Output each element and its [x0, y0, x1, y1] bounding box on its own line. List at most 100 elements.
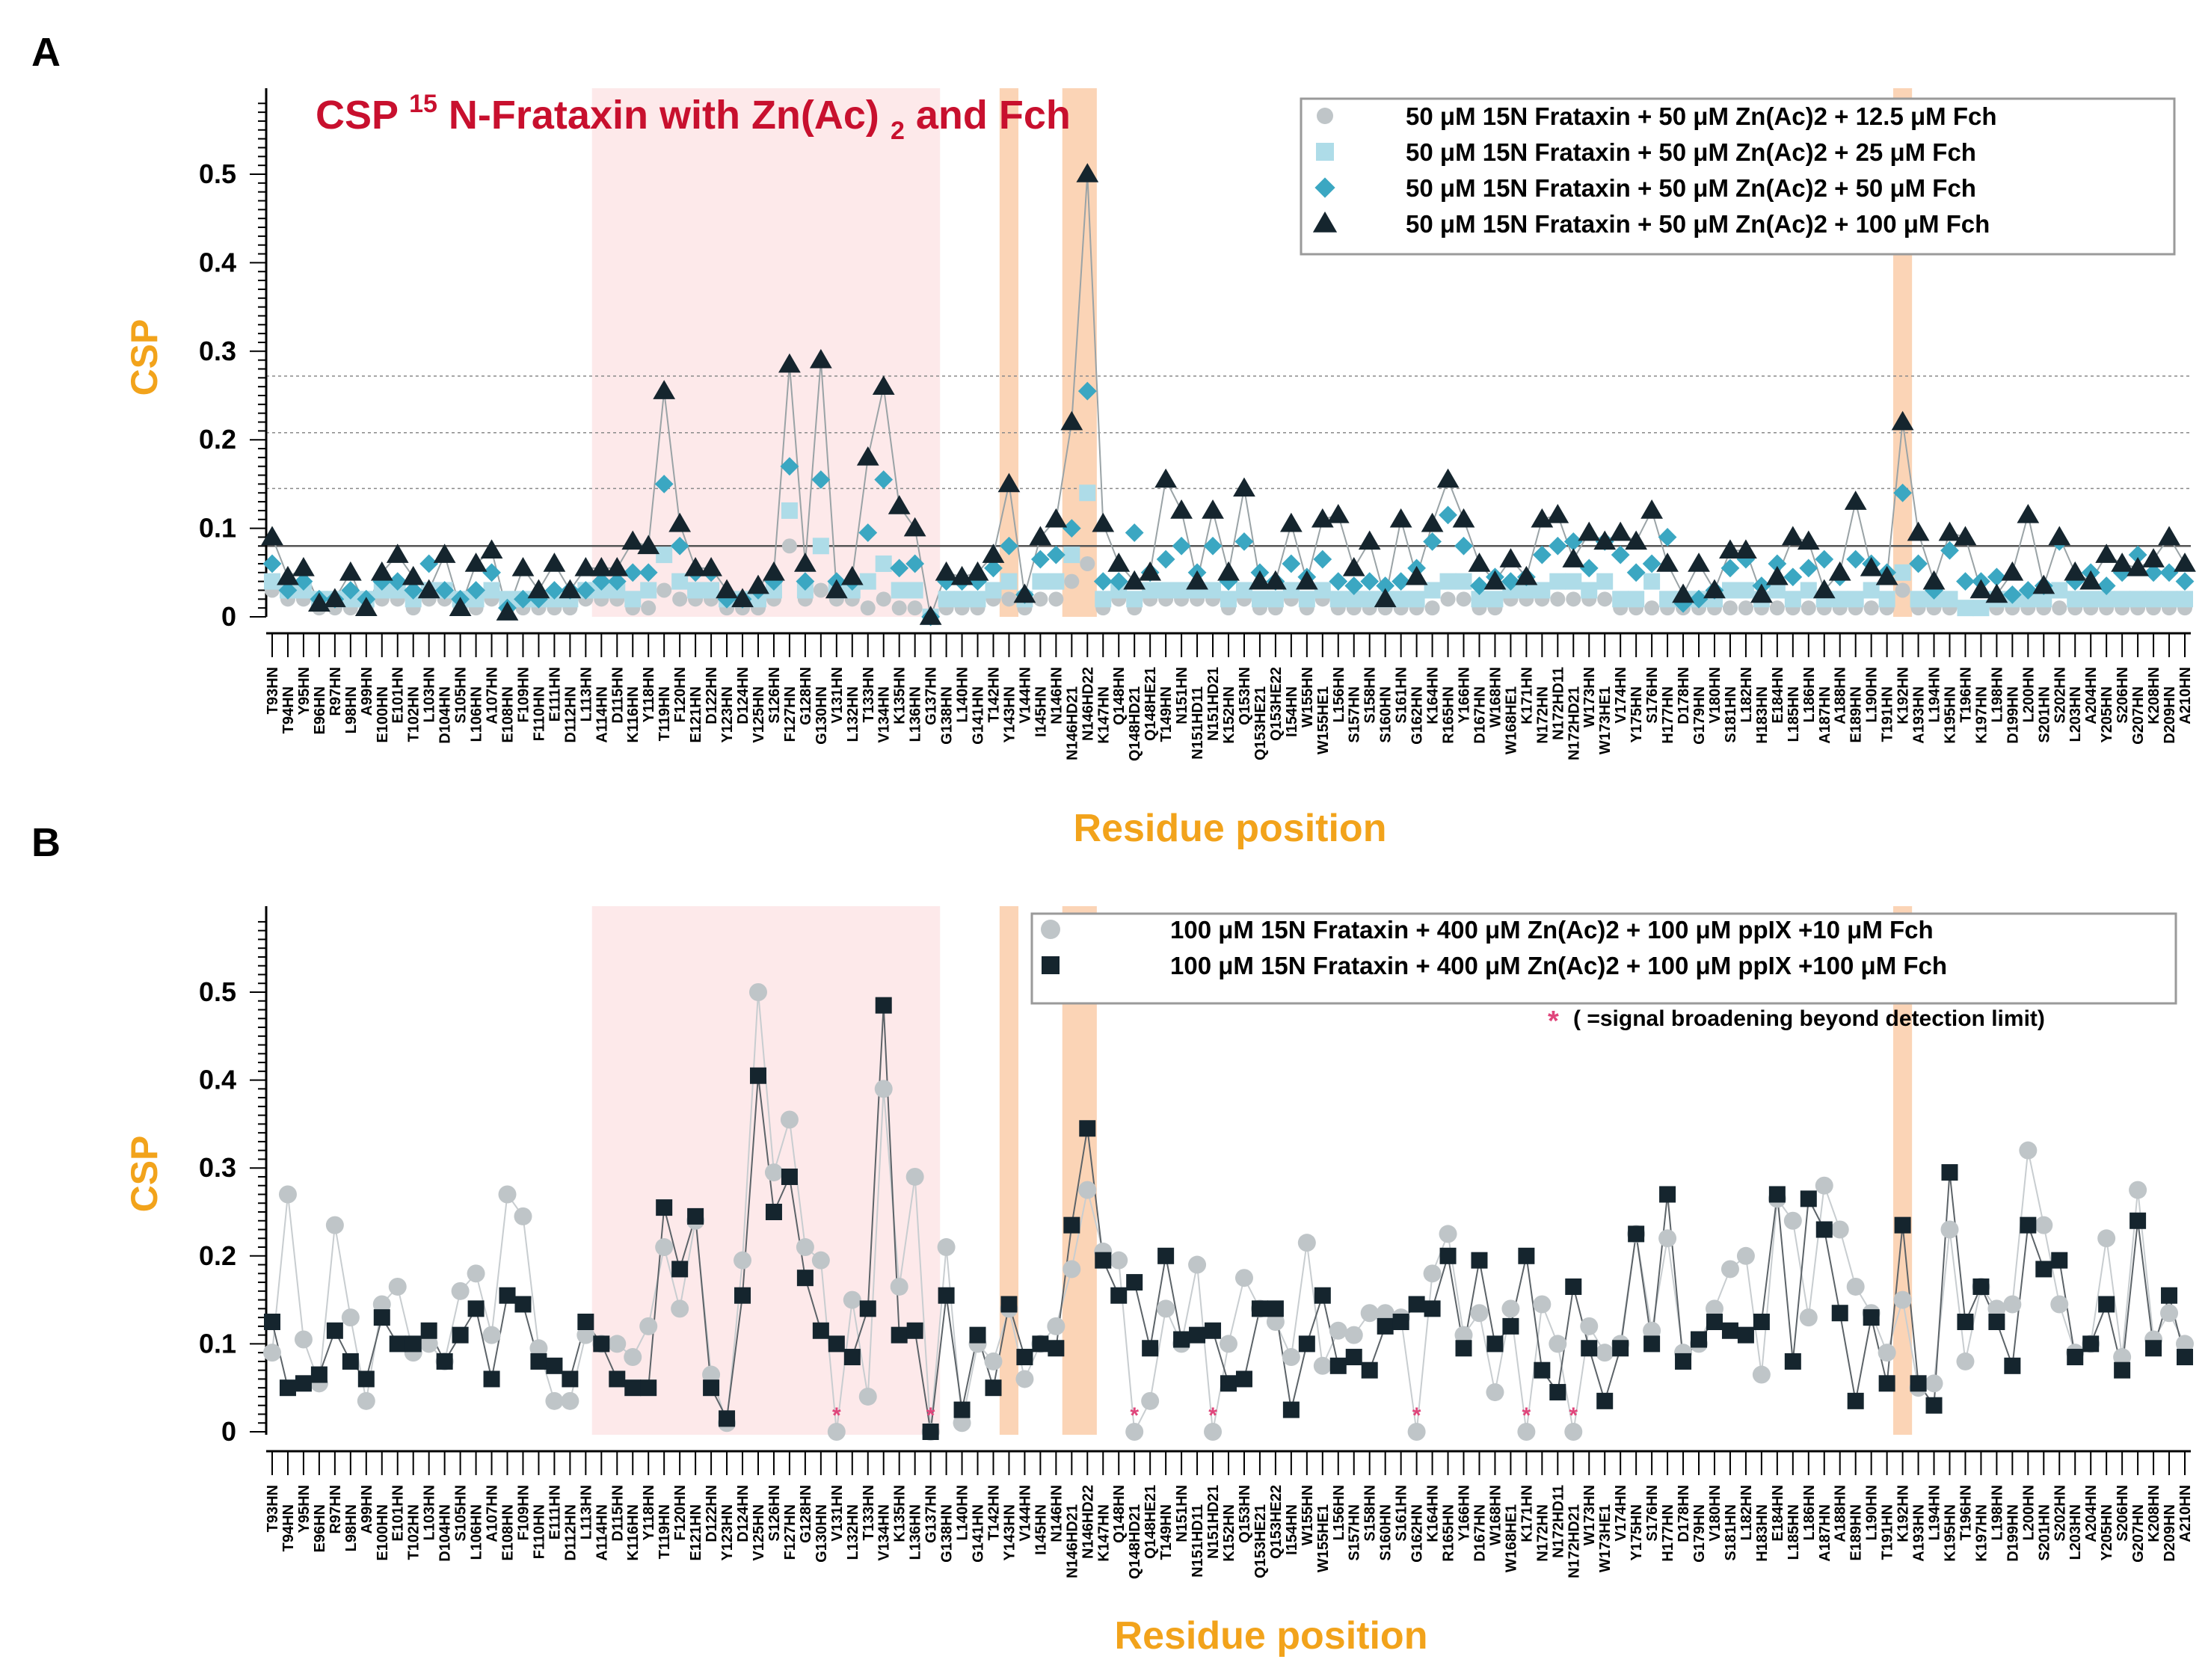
panel-a-series-4-point	[1045, 508, 1068, 528]
panel-a-series-1-point	[1424, 600, 1440, 616]
panel-a-series-4-point	[1625, 530, 1648, 550]
panel-a-x-tick-label: L136HN	[908, 686, 924, 742]
panel-b-series-2-point	[891, 1326, 908, 1344]
panel-a-series-2-point	[1800, 582, 1817, 599]
panel-b-x-tick-label: G138HN	[939, 1504, 956, 1563]
panel-a-series-4-point	[2158, 526, 2180, 546]
panel-a-legend-label-3: 50 μM 15N Frataxin + 50 μM Zn(Ac)2 + 50 …	[1406, 174, 1976, 202]
panel-a-series-2-point	[1941, 591, 1958, 608]
panel-b-series-1-point	[1956, 1352, 1975, 1370]
panel-a-series-2-point	[1534, 582, 1551, 599]
panel-b-legend-marker	[1041, 920, 1060, 939]
panel-b-series	[263, 983, 2194, 1441]
panel-a-x-tick-label: A204HN	[2083, 667, 2100, 724]
panel-a-label: A	[31, 30, 61, 75]
panel-a-series-1-point	[1550, 591, 1566, 607]
panel-b-series-1-point	[1376, 1304, 1394, 1323]
panel-a-series-1-point	[1033, 591, 1048, 607]
panel-a-series-3-point	[2002, 585, 2022, 604]
panel-b-series-1-point	[1125, 1423, 1144, 1441]
panel-b-series-2-point	[2035, 1261, 2052, 1278]
panel-a-series-2-point	[2114, 591, 2131, 608]
panel-b-legend-box	[1030, 912, 2177, 1005]
panel-b-series-1-point	[372, 1295, 391, 1314]
panel-a-x-tick-label: Q148HN	[1111, 667, 1128, 725]
panel-b-legend: 100 μM 15N Frataxin + 400 μM Zn(Ac)2 + 1…	[1030, 912, 2177, 1005]
panel-a-series-3-point	[1799, 559, 1818, 578]
panel-a-x-tick-label: F127HN	[782, 686, 799, 742]
panel-a-series-4-point	[464, 553, 488, 572]
panel-a-series-4-point	[292, 557, 315, 576]
panel-a-series-3-point	[1344, 576, 1364, 595]
panel-b-series-2-point	[514, 1296, 532, 1313]
panel-b-series-2-point	[1063, 1216, 1080, 1234]
panel-a-series-2-point	[2161, 591, 2178, 608]
panel-a-x-tick-label: S126HN	[766, 667, 783, 724]
panel-a-series-4-point	[1107, 553, 1131, 572]
panel-a-x-tick-label: Y143HN	[1001, 686, 1018, 743]
panel-a-x-tick-label: G162HN	[1409, 686, 1426, 745]
panel-a-x-tick-label: L132HN	[845, 686, 861, 742]
panel-a-series-3-point	[1532, 545, 1552, 564]
panel-a-series-2-point	[640, 582, 657, 599]
panel-a-series-3-point	[467, 581, 485, 600]
panel-b-x-tick-label: T94HN	[280, 1504, 297, 1551]
panel-b-x-tick-label: W173HE1	[1597, 1504, 1614, 1572]
panel-a-series-4-point	[543, 553, 566, 572]
panel-b-series-1-point	[1830, 1220, 1849, 1239]
panel-a-series-4-point	[2017, 503, 2040, 523]
panel-b-x-tick-label: Q148HE21	[1143, 1485, 1159, 1559]
panel-a-series-3-point	[278, 581, 298, 600]
panel-a-x-tick-label: V125HN	[751, 686, 767, 743]
panel-a-x-tick-label: S160HN	[1378, 686, 1394, 743]
panel-a-series-4-point	[668, 512, 692, 532]
panel-a-series-2-point	[969, 591, 986, 608]
panel-b-series-1-point	[796, 1238, 814, 1257]
panel-b-x-tick-label: T142HN	[985, 1485, 1002, 1540]
panel-b-series-2-point	[1455, 1340, 1472, 1357]
panel-b-x-tick-label: N172HD21	[1566, 1504, 1582, 1578]
panel-b-series-2-point	[420, 1322, 437, 1339]
panel-a-x-tick-label: G141HN	[971, 686, 987, 745]
panel-a-x-tick-label: Q148HD21	[1127, 686, 1143, 761]
panel-b-series-1-point	[1720, 1260, 1739, 1279]
panel-a-series-3-point	[623, 563, 642, 582]
panel-a-x-tick-label: S176HN	[1644, 667, 1661, 724]
panel-a-series-2-point	[1628, 591, 1645, 608]
panel-a-x-tick-label: L185HN	[1786, 686, 1802, 742]
panel-a-series-4-point	[1233, 477, 1255, 497]
panel-b-x-tick-label: Y143HN	[1001, 1504, 1018, 1561]
panel-b-series-2-point	[922, 1424, 939, 1440]
panel-a-x-tick-label: Y175HN	[1629, 686, 1645, 743]
panel-a-series-4-point	[2174, 553, 2196, 572]
panel-a-series-2-point	[1565, 573, 1582, 590]
panel-b-series-2-point	[812, 1322, 829, 1339]
panel-a-x-tick-label: D167HN	[1472, 686, 1488, 744]
panel-a-series-2-point	[1314, 582, 1331, 599]
panel-b-series-1-point	[1266, 1313, 1285, 1331]
panel-b-series-1-point	[874, 1080, 893, 1098]
panel-b-series-2-point	[1157, 1247, 1175, 1264]
panel-b-x-tick-label: Y205HN	[2099, 1504, 2115, 1561]
panel-a-series-2-point	[1251, 591, 1268, 608]
panel-b-x-tick-label: F127HN	[782, 1504, 799, 1560]
panel-a-series-4-point	[323, 588, 346, 608]
panel-a-x-tick-label: T196HN	[1958, 667, 1974, 722]
panel-a-series-4-point	[1812, 579, 1836, 599]
panel-b-series-2-point	[1408, 1296, 1425, 1313]
panel-b-series-1-point	[1517, 1423, 1536, 1441]
panel-b-x-tick-label: Y166HN	[1457, 1485, 1473, 1542]
panel-a-series-4-point	[1029, 526, 1052, 546]
panel-a-series-2-point	[1205, 582, 1222, 599]
panel-a-x-tick-label: Y123HN	[719, 686, 736, 743]
panel-a-x-tick-label: T149HN	[1158, 686, 1175, 742]
panel-a-x-tick-label: L113HN	[578, 667, 594, 721]
panel-b-x-tick-label: L132HN	[845, 1504, 861, 1560]
panel-b-series-2-point	[1878, 1375, 1895, 1392]
panel-b-x-tick-label: R97HN	[328, 1485, 344, 1534]
panel-a-x-tick-label: A188HN	[1833, 667, 1849, 724]
panel-b-x-tick-label: V134HN	[876, 1504, 893, 1561]
panel-b-series-2-point	[483, 1370, 500, 1388]
panel-a-series-4-point	[2095, 544, 2118, 563]
panel-a-x-tick-label: T191HN	[1880, 686, 1896, 742]
